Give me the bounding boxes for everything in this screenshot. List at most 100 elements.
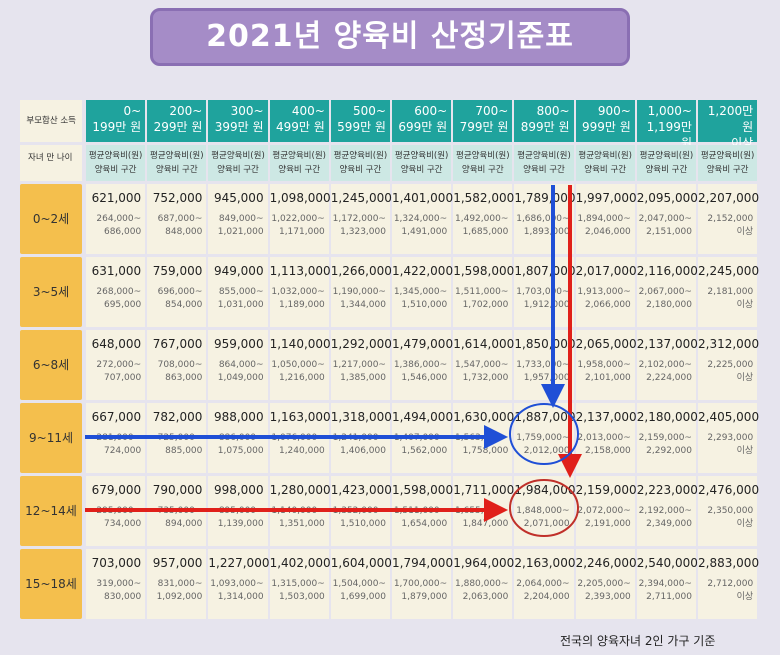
subheader-avg: 평균양육비(원) <box>700 151 755 161</box>
average-cost: 667,000 <box>91 410 142 424</box>
subheader-avg: 평균양육비(원) <box>639 151 694 161</box>
cost-range: 2,393,000 <box>584 592 631 602</box>
age-label: 6~8세 <box>20 330 82 400</box>
cell: 945,000 849,000~ 1,021,000 <box>208 184 268 254</box>
average-cost: 1,964,000 <box>453 556 515 570</box>
average-cost: 998,000 <box>213 483 264 497</box>
cost-range: 1,351,000 <box>278 519 325 529</box>
cell: 1,789,000 1,686,000~ 1,893,000 <box>514 184 575 254</box>
cell: 759,000 696,000~ 854,000 <box>147 257 207 327</box>
cost-range: 1,093,000~ <box>210 579 264 589</box>
title: 2021년 양육비 산정기준표 <box>150 8 630 66</box>
cost-range: 1,913,000~ <box>577 287 631 297</box>
age-label: 15~18세 <box>20 549 82 619</box>
average-cost: 648,000 <box>91 337 142 351</box>
average-cost: 2,207,000 <box>698 191 760 205</box>
cell: 2,245,000 2,181,000 이상 <box>698 257 759 327</box>
subheader-range: 양육비 구간 <box>217 165 259 175</box>
cost-range: 2,072,000~ <box>577 506 631 516</box>
subheader: 평균양육비(원) 양육비 구간 <box>86 145 146 181</box>
average-cost: 1,807,000 <box>514 264 576 278</box>
cost-range: 686,000 <box>103 227 142 237</box>
cell: 1,807,000 1,703,000~ 1,912,000 <box>514 257 576 327</box>
cost-range: 319,000~ <box>96 579 142 589</box>
cost-range: 1,240,000 <box>278 446 325 456</box>
cost-range: 1,511,000~ <box>455 287 509 297</box>
cell: 1,479,000 1,386,000~ 1,546,000 <box>392 330 453 400</box>
cost-range: 1,880,000~ <box>455 579 509 589</box>
average-cost: 1,997,000 <box>575 191 637 205</box>
cell: 1,582,000 1,492,000~ 1,685,000 <box>453 184 515 254</box>
cost-range: 272,000~ <box>96 360 142 370</box>
column-header-line: 499만 원 <box>275 120 325 134</box>
column-header: 1,000~ 1,199만 원 <box>636 100 696 150</box>
age-text: 0~2세 <box>32 212 70 226</box>
age-label: 0~2세 <box>20 184 82 254</box>
average-cost: 1,614,000 <box>453 337 515 351</box>
cell: 2,137,000 2,013,000~ 2,158,000 <box>575 403 637 473</box>
column-header: 500~ 599만 원 <box>330 100 390 142</box>
average-cost: 2,137,000 <box>636 337 698 351</box>
average-cost: 767,000 <box>152 337 203 351</box>
cost-range: 1,491,000 <box>401 227 448 237</box>
column-header-line: 199만 원 <box>92 120 142 134</box>
column-header-line: 899만 원 <box>520 120 570 134</box>
cost-range: 724,000 <box>103 446 142 456</box>
average-cost: 759,000 <box>152 264 203 278</box>
column-header: 1,200만 원 이상 <box>698 100 758 150</box>
average-cost: 1,850,000 <box>514 337 576 351</box>
cost-range: 1,216,000 <box>278 373 325 383</box>
cost-range: 1,703,000~ <box>516 287 570 297</box>
age-label: 9~11세 <box>20 403 82 473</box>
average-cost: 782,000 <box>152 410 203 424</box>
column-header-line: 0~ <box>123 104 142 118</box>
cost-range: 2,712,000 <box>707 579 754 589</box>
column-header-line: 299만 원 <box>153 120 203 134</box>
column-header: 400~ 499만 원 <box>269 100 329 142</box>
average-cost: 945,000 <box>213 191 264 205</box>
cost-range: 831,000~ <box>157 579 203 589</box>
cost-range: 1,893,000 <box>523 227 570 237</box>
subheader-avg: 평균양육비(원) <box>578 151 632 161</box>
column-header: 900~ 999만 원 <box>575 100 635 142</box>
subheader-avg: 평균양육비(원) <box>333 151 388 161</box>
subheader-range: 양육비 구간 <box>94 165 137 175</box>
average-cost: 2,540,000 <box>636 556 698 570</box>
average-cost: 1,098,000 <box>269 191 331 205</box>
average-cost: 1,140,000 <box>269 337 331 351</box>
note: 전국의 양육자녀 2인 가구 기준 <box>560 634 716 648</box>
age-text: 3~5세 <box>32 285 70 299</box>
column-header-line: 800~ <box>536 104 570 118</box>
cost-range: 1,758,000 <box>462 446 509 456</box>
cost-range: 2,205,000~ <box>577 579 631 589</box>
cost-range: 830,000 <box>103 592 142 602</box>
average-cost: 959,000 <box>213 337 264 351</box>
cost-range: 2,191,000 <box>584 519 631 529</box>
average-cost: 1,266,000 <box>330 264 392 278</box>
cost-range: 2,102,000~ <box>638 360 692 370</box>
column-header: 600~ 699만 원 <box>392 100 452 142</box>
cost-range: 2,350,000 <box>707 506 754 516</box>
cell: 1,422,000 1,345,000~ 1,510,000 <box>392 257 453 327</box>
column-header-line: 1,200만 원 <box>707 104 754 134</box>
subheader: 평균양육비(원) 양육비 구간 <box>575 145 635 181</box>
cost-range: 2,063,000 <box>462 592 509 602</box>
average-cost: 2,137,000 <box>575 410 637 424</box>
cell: 1,266,000 1,190,000~ 1,344,000 <box>330 257 392 327</box>
average-cost: 949,000 <box>213 264 264 278</box>
cost-range: 1,702,000 <box>462 300 509 310</box>
subheader-avg: 평균양육비(원) <box>211 151 265 161</box>
corner-age: 자녀 만 나이 <box>20 145 82 181</box>
average-cost: 2,223,000 <box>636 483 698 497</box>
average-cost: 2,017,000 <box>575 264 637 278</box>
cost-range: 734,000 <box>103 519 142 529</box>
average-cost: 1,582,000 <box>453 191 515 205</box>
age-text: 15~18세 <box>25 577 77 591</box>
cell: 2,540,000 2,394,000~ 2,711,000 <box>636 549 698 619</box>
column-header-line: 699만 원 <box>398 120 448 134</box>
column-header-line: 999만 원 <box>581 120 631 134</box>
cell: 767,000 708,000~ 863,000 <box>147 330 207 400</box>
cost-range: 2,046,000 <box>584 227 631 237</box>
cost-range: 1,075,000 <box>217 446 264 456</box>
